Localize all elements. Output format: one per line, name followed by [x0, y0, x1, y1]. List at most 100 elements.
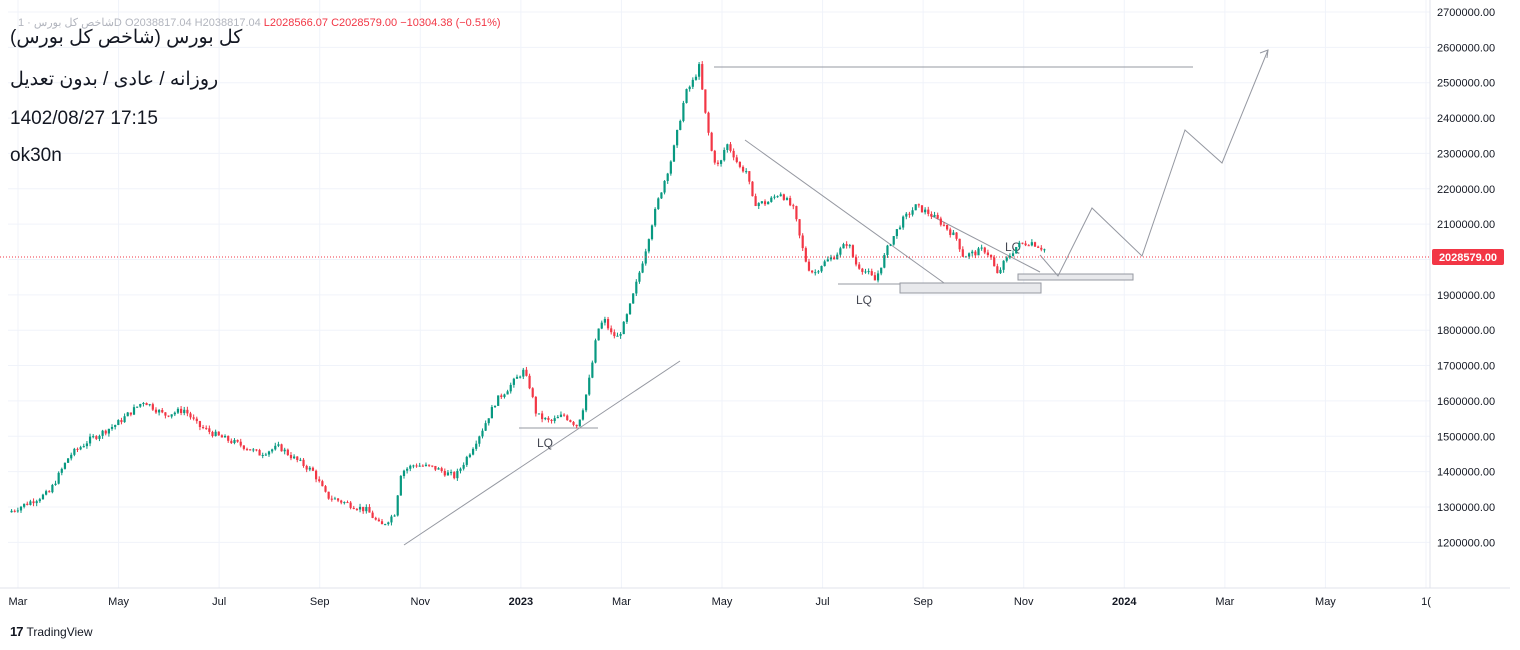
price-tick-label: 2600000.00 [1437, 42, 1495, 54]
candle-body [660, 192, 663, 199]
price-axis[interactable]: 2700000.00 2600000.00 2500000.00 2400000.00… [1429, 0, 1495, 588]
candle-body [255, 449, 258, 451]
candle-body [129, 412, 132, 415]
candle-body [195, 418, 198, 422]
candle-body [635, 281, 638, 294]
candle-body [54, 483, 57, 486]
candle-body [26, 503, 29, 505]
candle-body [374, 517, 377, 520]
candle-body [650, 225, 654, 240]
candle-body [691, 79, 694, 87]
candle-body [183, 409, 186, 414]
trendlines [403, 49, 1269, 546]
candle-body [120, 420, 123, 423]
candle-body [619, 334, 622, 336]
candle-body [641, 263, 644, 273]
candles [10, 61, 1046, 526]
time-tick-label: May [712, 596, 733, 608]
candle-body [811, 270, 814, 273]
candle-body [716, 162, 720, 164]
candle-body [409, 465, 412, 469]
high-value: H2038817.04 [194, 17, 261, 29]
candle-body [493, 405, 497, 408]
price-tick-label: 1700000.00 [1437, 361, 1495, 373]
candle-body [1030, 242, 1033, 246]
candle-body [431, 465, 434, 467]
candle-body [933, 214, 936, 217]
candle-body [610, 328, 613, 333]
candle-body [223, 435, 227, 438]
candle-body [123, 416, 126, 423]
candle-body [757, 203, 760, 207]
candle-body [522, 369, 525, 377]
candle-body [632, 293, 635, 304]
candle-body [958, 238, 961, 250]
candle-body [453, 472, 456, 479]
candle-body [657, 198, 660, 209]
candle-body [70, 454, 73, 459]
candle-body [13, 510, 16, 512]
candle-body [512, 378, 515, 385]
candle-body [839, 248, 842, 255]
tradingview-branding[interactable]: 17 TradingView [10, 624, 93, 639]
candle-body [336, 498, 340, 501]
candle-body [613, 332, 616, 337]
candle-body [785, 198, 789, 200]
candle-body [139, 404, 142, 407]
candle-body [352, 507, 355, 509]
candle-body [333, 498, 337, 500]
candle-body [889, 244, 892, 246]
descending-trendline [744, 139, 959, 294]
candle-body [148, 404, 151, 406]
candle-body [685, 89, 688, 103]
candle-body [804, 248, 807, 262]
time-tick-label: Jul [212, 596, 226, 608]
candle-body [905, 213, 908, 217]
candle-body [682, 102, 685, 121]
candle-body [663, 180, 666, 193]
candle-body [299, 459, 302, 461]
candle-body [1005, 257, 1008, 261]
time-tick-label: May [108, 596, 129, 608]
time-tick-label: May [1315, 596, 1336, 608]
candle-body [559, 414, 563, 417]
candle-body [358, 506, 362, 510]
datetime-label: 1402/08/27 17:15 [10, 108, 158, 129]
candle-body [867, 271, 870, 273]
candle-body [167, 415, 170, 417]
low-value: L2028566.07 [263, 17, 329, 29]
change-value: −10304.38 (−0.51%) [400, 17, 501, 29]
candle-body [697, 64, 701, 77]
candle-body [735, 157, 738, 163]
candle-body [858, 264, 861, 269]
candle-body [415, 465, 418, 467]
candle-body [271, 449, 274, 452]
ohlc-bar: شاخص کل بورس · 1D O2038817.04 H2038817.0… [18, 16, 501, 29]
candle-body [578, 419, 581, 427]
lq-label: LQ [856, 293, 872, 307]
price-tick-label: 2500000.00 [1437, 78, 1495, 90]
time-axis[interactable]: Mar May Jul Sep Nov 2023 Mar May Jul Sep Nov 2024 Ma… [0, 587, 1510, 608]
candle-body [763, 201, 767, 205]
time-tick-label: Mar [612, 596, 631, 608]
candle-body [79, 447, 82, 450]
candle-body [547, 417, 550, 420]
candle-body [880, 267, 883, 274]
time-tick-label: 2024 [1112, 596, 1137, 608]
candle-body [283, 449, 286, 452]
candle-body [286, 449, 289, 455]
time-tick-label: Mar [9, 596, 28, 608]
candle-body [192, 417, 195, 419]
candle-body [57, 472, 60, 484]
price-tick-label: 1500000.00 [1437, 431, 1495, 443]
candle-body [321, 481, 324, 487]
candle-body [98, 435, 101, 439]
candle-body [481, 430, 484, 437]
candle-body [672, 145, 676, 162]
candle-body [751, 181, 754, 197]
candle-body [845, 244, 848, 246]
candle-body [917, 204, 920, 206]
candle-body [616, 335, 619, 337]
candle-body [883, 255, 886, 268]
